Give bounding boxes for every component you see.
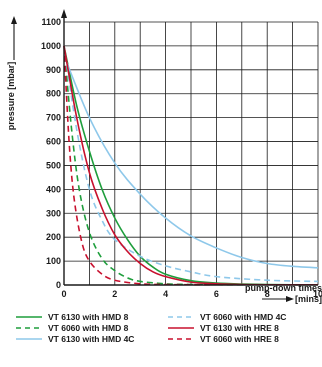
- y-axis-label: pressure [mbar]: [6, 62, 16, 131]
- legend-label-2: VT 6060 with HMD 8: [48, 323, 129, 333]
- x-axis-label: pump-down times: [245, 283, 322, 293]
- y-tick-label: 300: [46, 208, 61, 218]
- x-tick-label: 2: [112, 289, 117, 299]
- x-tick-label: 0: [61, 289, 66, 299]
- y-tick-label: 1000: [41, 41, 61, 51]
- y-tick-label: 100: [46, 256, 61, 266]
- y-tick-label: 500: [46, 160, 61, 170]
- y-tick-label: 400: [46, 184, 61, 194]
- y-tick-label: 200: [46, 232, 61, 242]
- y-axis-arrow: [61, 9, 67, 18]
- x-label-arrow-head: [286, 296, 294, 302]
- x-tick-labels: 0 2 4 6 8 10: [61, 289, 322, 299]
- x-tick-label: 8: [265, 289, 270, 299]
- x-tick-label: 10: [313, 289, 322, 299]
- x-tick-label: 4: [163, 289, 168, 299]
- y-tick-label: 800: [46, 89, 61, 99]
- legend-label-6: VT 6060 with HRE 8: [200, 334, 279, 344]
- x-tick-label: 6: [214, 289, 219, 299]
- y-tick-label: 700: [46, 113, 61, 123]
- y-label-arrow-head: [11, 16, 17, 24]
- legend-label-3: VT 6130 with HMD 4C: [48, 334, 134, 344]
- series-line-4: [63, 45, 319, 283]
- x-axis-unit-label: [mins]: [295, 294, 322, 304]
- y-tick-label: 1100: [41, 17, 61, 27]
- y-tick-label: 900: [46, 65, 61, 75]
- axes: [11, 9, 318, 302]
- legend-label-5: VT 6130 with HRE 8: [200, 323, 279, 333]
- legend-label-4: VT 6060 with HMD 4C: [200, 312, 286, 322]
- y-tick-labels: 0 100 200 300 400 500 600 700 800 900 1000 1100: [41, 17, 61, 290]
- grid: [63, 21, 319, 286]
- y-tick-label: 600: [46, 137, 61, 147]
- legend-label-1: VT 6130 with HMD 8: [48, 312, 129, 322]
- y-tick-label: 0: [56, 280, 61, 290]
- legend: VT 6130 with HMD 8 VT 6060 with HMD 4CVT …: [16, 312, 286, 344]
- series-line-3: [63, 55, 319, 269]
